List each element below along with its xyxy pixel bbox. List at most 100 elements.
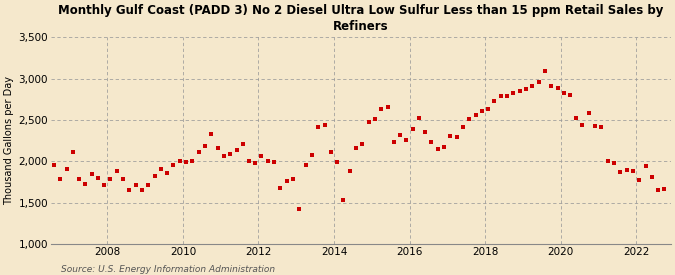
Point bbox=[363, 119, 374, 124]
Point bbox=[558, 90, 569, 95]
Point bbox=[80, 182, 91, 186]
Point bbox=[590, 123, 601, 128]
Point bbox=[344, 169, 355, 174]
Point bbox=[118, 177, 129, 181]
Point bbox=[86, 172, 97, 176]
Point bbox=[288, 177, 298, 181]
Point bbox=[477, 109, 487, 113]
Point bbox=[306, 153, 317, 157]
Point bbox=[464, 117, 475, 121]
Point bbox=[294, 207, 304, 211]
Point bbox=[508, 91, 519, 96]
Point bbox=[187, 158, 198, 163]
Point bbox=[539, 69, 550, 73]
Point bbox=[111, 169, 122, 174]
Point bbox=[161, 171, 172, 175]
Point bbox=[395, 133, 406, 137]
Point bbox=[659, 186, 670, 191]
Point bbox=[36, 196, 47, 200]
Point bbox=[414, 115, 425, 120]
Point bbox=[420, 130, 431, 134]
Point bbox=[502, 94, 512, 98]
Point bbox=[175, 158, 186, 163]
Point bbox=[489, 99, 500, 103]
Point bbox=[149, 173, 160, 178]
Point bbox=[433, 147, 443, 151]
Point bbox=[653, 187, 664, 192]
Point bbox=[628, 169, 639, 174]
Point bbox=[263, 158, 273, 163]
Point bbox=[376, 107, 387, 111]
Point bbox=[458, 125, 468, 130]
Point bbox=[92, 176, 103, 180]
Point bbox=[634, 178, 645, 183]
Point bbox=[545, 84, 556, 88]
Point bbox=[43, 172, 53, 177]
Point bbox=[212, 146, 223, 150]
Point bbox=[571, 116, 582, 120]
Point bbox=[269, 160, 279, 164]
Point bbox=[483, 107, 493, 111]
Point bbox=[596, 125, 607, 130]
Point bbox=[281, 179, 292, 183]
Point bbox=[99, 183, 110, 188]
Point bbox=[61, 167, 72, 171]
Point bbox=[564, 93, 575, 97]
Point bbox=[193, 150, 204, 155]
Point bbox=[300, 163, 311, 167]
Title: Monthly Gulf Coast (PADD 3) No 2 Diesel Ultra Low Sulfur Less than 15 ppm Retail: Monthly Gulf Coast (PADD 3) No 2 Diesel … bbox=[58, 4, 664, 33]
Point bbox=[602, 159, 613, 164]
Point bbox=[583, 110, 594, 115]
Point bbox=[439, 144, 450, 149]
Point bbox=[577, 123, 588, 127]
Point bbox=[74, 177, 84, 181]
Point bbox=[495, 94, 506, 98]
Point bbox=[237, 142, 248, 146]
Point bbox=[244, 158, 254, 163]
Point bbox=[338, 198, 349, 203]
Point bbox=[325, 150, 336, 155]
Point bbox=[49, 163, 59, 167]
Point bbox=[382, 104, 393, 109]
Point bbox=[250, 161, 261, 165]
Point bbox=[369, 117, 380, 121]
Point bbox=[256, 154, 267, 159]
Y-axis label: Thousand Gallons per Day: Thousand Gallons per Day bbox=[4, 76, 14, 205]
Point bbox=[388, 140, 399, 145]
Point bbox=[514, 89, 525, 93]
Point bbox=[401, 138, 412, 142]
Point bbox=[313, 125, 323, 130]
Point bbox=[218, 154, 229, 159]
Point bbox=[407, 127, 418, 131]
Point bbox=[640, 164, 651, 169]
Text: Source: U.S. Energy Information Administration: Source: U.S. Energy Information Administ… bbox=[61, 265, 275, 274]
Point bbox=[156, 167, 167, 171]
Point bbox=[331, 160, 342, 164]
Point bbox=[552, 86, 563, 91]
Point bbox=[143, 182, 154, 187]
Point bbox=[621, 167, 632, 172]
Point bbox=[137, 187, 148, 192]
Point bbox=[426, 139, 437, 144]
Point bbox=[445, 134, 456, 138]
Point bbox=[470, 113, 481, 117]
Point bbox=[206, 132, 217, 136]
Point bbox=[105, 177, 116, 181]
Point bbox=[124, 187, 135, 192]
Point bbox=[609, 161, 620, 165]
Point bbox=[350, 146, 361, 150]
Point bbox=[199, 144, 210, 148]
Point bbox=[647, 175, 657, 179]
Point bbox=[526, 84, 537, 88]
Point bbox=[68, 150, 78, 155]
Point bbox=[130, 183, 141, 188]
Point bbox=[231, 148, 242, 152]
Point bbox=[357, 142, 368, 146]
Point bbox=[452, 135, 462, 140]
Point bbox=[275, 186, 286, 190]
Point bbox=[168, 163, 179, 167]
Point bbox=[615, 170, 626, 174]
Point bbox=[225, 152, 236, 156]
Point bbox=[55, 177, 65, 181]
Point bbox=[180, 160, 191, 164]
